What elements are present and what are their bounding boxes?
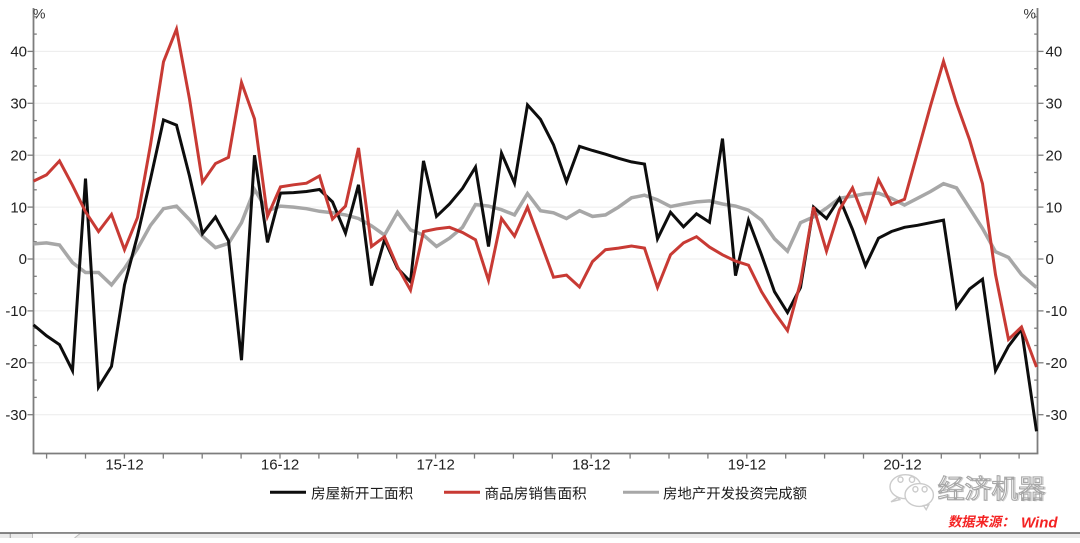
svg-text:10: 10 [1046,199,1063,216]
svg-text:15-12: 15-12 [105,457,143,474]
svg-text:20: 20 [1046,147,1063,164]
svg-text:30: 30 [1046,96,1063,113]
svg-text:19-12: 19-12 [728,457,766,474]
svg-text:40: 40 [1046,44,1063,61]
svg-text:0: 0 [19,251,27,268]
svg-text:20: 20 [10,147,27,164]
svg-text:0: 0 [1046,251,1054,268]
svg-text:20-12: 20-12 [883,457,921,474]
svg-text:-30: -30 [1046,407,1068,424]
svg-text:Wind: Wind [1021,514,1058,531]
svg-text:-30: -30 [5,407,27,424]
svg-text:-10: -10 [1046,303,1068,320]
svg-text:%: % [33,6,45,22]
svg-text:-20: -20 [1046,355,1068,372]
svg-text:10: 10 [10,199,27,216]
svg-text:18-12: 18-12 [572,457,610,474]
svg-text:%: % [1024,6,1036,22]
svg-text:16-12: 16-12 [261,457,299,474]
svg-text:17-12: 17-12 [417,457,455,474]
svg-text:40: 40 [10,44,27,61]
svg-text:-10: -10 [5,303,27,320]
svg-text:-20: -20 [5,355,27,372]
svg-text:30: 30 [10,96,27,113]
